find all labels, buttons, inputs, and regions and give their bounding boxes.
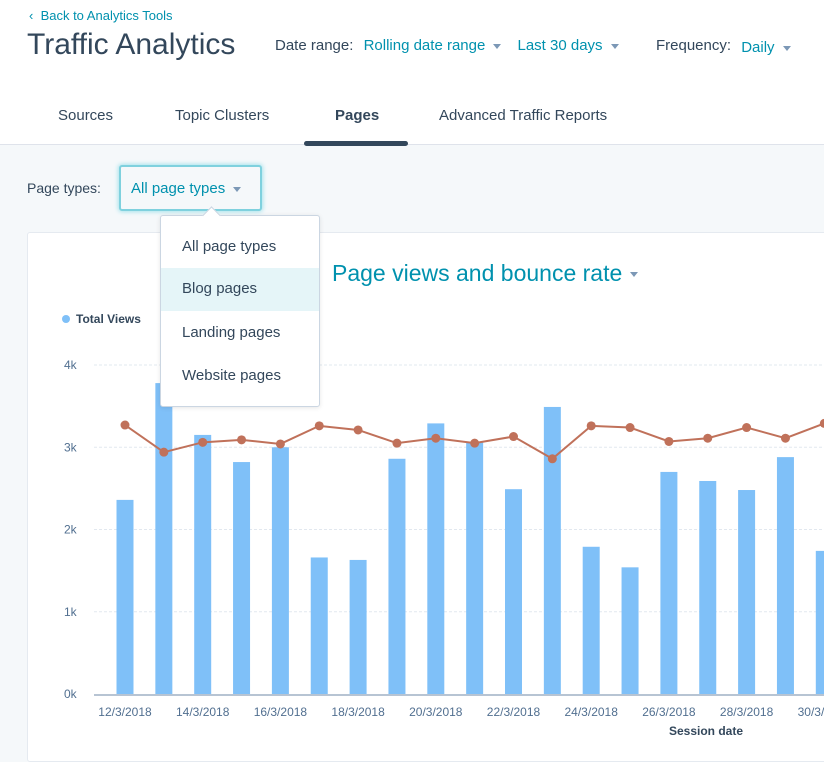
chevron-down-icon xyxy=(610,43,619,49)
y-tick-label: 0k xyxy=(64,687,78,701)
bounce-rate-point xyxy=(120,420,130,430)
bounce-rate-point xyxy=(470,438,480,448)
chevron-down-icon xyxy=(493,43,502,49)
date-range-control: Date range: Rolling date range Last 30 d… xyxy=(275,37,619,54)
menu-item-landing-pages[interactable]: Landing pages xyxy=(182,324,281,341)
x-tick-label: 12/3/2018 xyxy=(98,705,152,719)
bar xyxy=(233,462,251,694)
bar xyxy=(349,559,367,694)
chevron-down-icon xyxy=(233,186,242,192)
date-range-value: Rolling date range xyxy=(363,37,486,54)
bar xyxy=(310,557,328,694)
bar xyxy=(155,383,173,694)
bar xyxy=(582,546,600,694)
bounce-rate-point xyxy=(625,423,635,433)
bounce-rate-point xyxy=(275,439,285,449)
legend-dot-icon xyxy=(62,315,70,323)
bar xyxy=(271,447,289,694)
menu-item-blog-pages[interactable]: Blog pages xyxy=(161,268,319,311)
y-tick-label: 2k xyxy=(64,523,78,537)
bounce-rate-point xyxy=(742,423,752,433)
chevron-down-icon xyxy=(630,272,639,278)
frequency-value: Daily xyxy=(741,39,775,56)
legend-total-views: Total Views xyxy=(76,312,141,326)
date-range-label: Date range: xyxy=(275,37,354,54)
period-value: Last 30 days xyxy=(517,37,603,54)
x-tick-label: 16/3/2018 xyxy=(254,705,308,719)
x-tick-label: 14/3/2018 xyxy=(176,705,230,719)
bar xyxy=(194,434,212,694)
page-types-value: All page types xyxy=(131,180,226,197)
bounce-rate-point xyxy=(237,435,247,445)
chevron-down-icon xyxy=(782,45,791,51)
x-tick-label: 20/3/2018 xyxy=(409,705,463,719)
bar xyxy=(699,480,717,694)
bar xyxy=(776,457,794,694)
x-tick-label: 30/3/2018 xyxy=(798,705,824,719)
bar xyxy=(815,550,824,694)
date-range-dropdown[interactable]: Rolling date range xyxy=(364,37,502,54)
chart-title: Page views and bounce rate xyxy=(332,260,623,286)
tab-pages[interactable]: Pages xyxy=(335,107,380,124)
chart-legend: Total Views xyxy=(62,312,141,326)
x-tick-label: 28/3/2018 xyxy=(720,705,774,719)
chart-title-dropdown[interactable]: Page views and bounce rate xyxy=(332,260,639,287)
bar xyxy=(427,423,445,694)
y-tick-label: 3k xyxy=(64,440,78,454)
page-title: Traffic Analytics xyxy=(27,28,236,61)
bounce-rate-point xyxy=(159,447,169,457)
page-types-label: Page types: xyxy=(27,180,101,196)
page-header: ‹ Back to Analytics Tools Traffic Analyt… xyxy=(0,0,824,146)
y-tick-label: 1k xyxy=(64,605,78,619)
page-types-menu: All page types Blog pages Landing pages … xyxy=(160,215,320,407)
x-tick-label: 18/3/2018 xyxy=(331,705,385,719)
x-tick-label: 26/3/2018 xyxy=(642,705,696,719)
tab-sources[interactable]: Sources xyxy=(58,107,114,124)
bounce-rate-point xyxy=(392,438,402,448)
bar xyxy=(505,489,522,694)
bounce-rate-point xyxy=(780,433,790,443)
frequency-control: Frequency: Daily xyxy=(656,37,791,56)
active-tab-indicator xyxy=(304,141,408,146)
x-tick-label: 24/3/2018 xyxy=(565,705,619,719)
bounce-rate-point xyxy=(664,436,674,446)
bar xyxy=(116,499,134,694)
bounce-rate-point xyxy=(314,421,324,431)
page-types-dropdown[interactable]: All page types xyxy=(119,165,262,211)
bar xyxy=(738,490,756,694)
tab-advanced-traffic-reports[interactable]: Advanced Traffic Reports xyxy=(439,107,608,124)
bounce-rate-point xyxy=(509,432,518,442)
frequency-label: Frequency: xyxy=(656,37,732,54)
bounce-rate-point xyxy=(431,433,441,443)
back-link-label: Back to Analytics Tools xyxy=(40,8,173,23)
bar xyxy=(660,471,678,694)
y-tick-label: 4k xyxy=(64,358,78,372)
bounce-rate-point xyxy=(703,433,713,443)
bar xyxy=(621,567,639,694)
bounce-rate-point xyxy=(353,425,363,435)
x-axis-title: Session date xyxy=(669,724,743,738)
bounce-rate-point xyxy=(198,437,208,447)
bounce-rate-point xyxy=(547,454,557,464)
x-tick-label: 22/3/2018 xyxy=(487,705,541,719)
period-dropdown[interactable]: Last 30 days xyxy=(518,37,619,54)
frequency-dropdown[interactable]: Daily xyxy=(741,39,791,56)
bar xyxy=(466,442,484,694)
menu-item-website-pages[interactable]: Website pages xyxy=(182,367,281,384)
tab-topic-clusters[interactable]: Topic Clusters xyxy=(175,107,270,124)
bar xyxy=(543,406,561,694)
bounce-rate-point xyxy=(819,418,824,428)
back-link[interactable]: ‹ Back to Analytics Tools xyxy=(29,8,173,23)
bar xyxy=(388,458,406,694)
bounce-rate-point xyxy=(586,421,596,431)
menu-item-all-page-types[interactable]: All page types xyxy=(182,238,277,255)
